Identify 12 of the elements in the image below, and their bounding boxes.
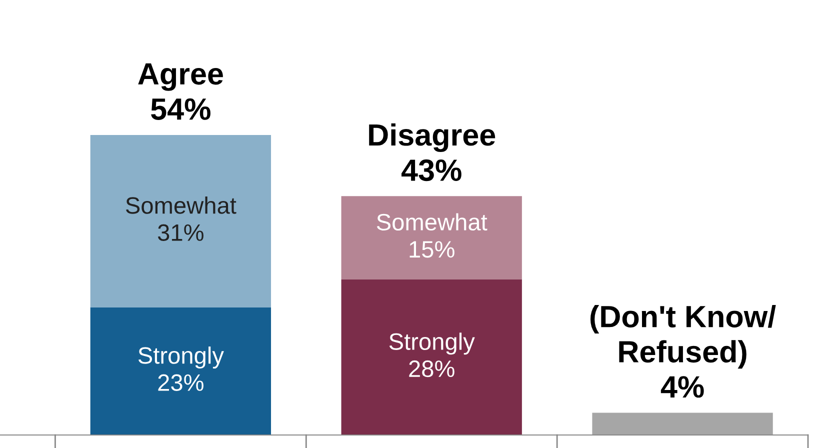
- bar: [341, 279, 522, 435]
- bar: [341, 196, 522, 280]
- data-label: Somewhat 31%: [126, 196, 236, 242]
- total-label: (Don't Know/ Refused) 4%: [590, 305, 776, 398]
- data-label: Somewhat 15%: [376, 213, 488, 258]
- bar: [90, 307, 272, 435]
- data-label: Strongly 28%: [389, 332, 475, 378]
- total-label: Disagree 43%: [369, 123, 496, 182]
- bar: [90, 135, 272, 308]
- bar: [592, 412, 773, 435]
- data-label: Strongly 23%: [138, 346, 224, 392]
- total-label: Agree 54%: [138, 63, 223, 120]
